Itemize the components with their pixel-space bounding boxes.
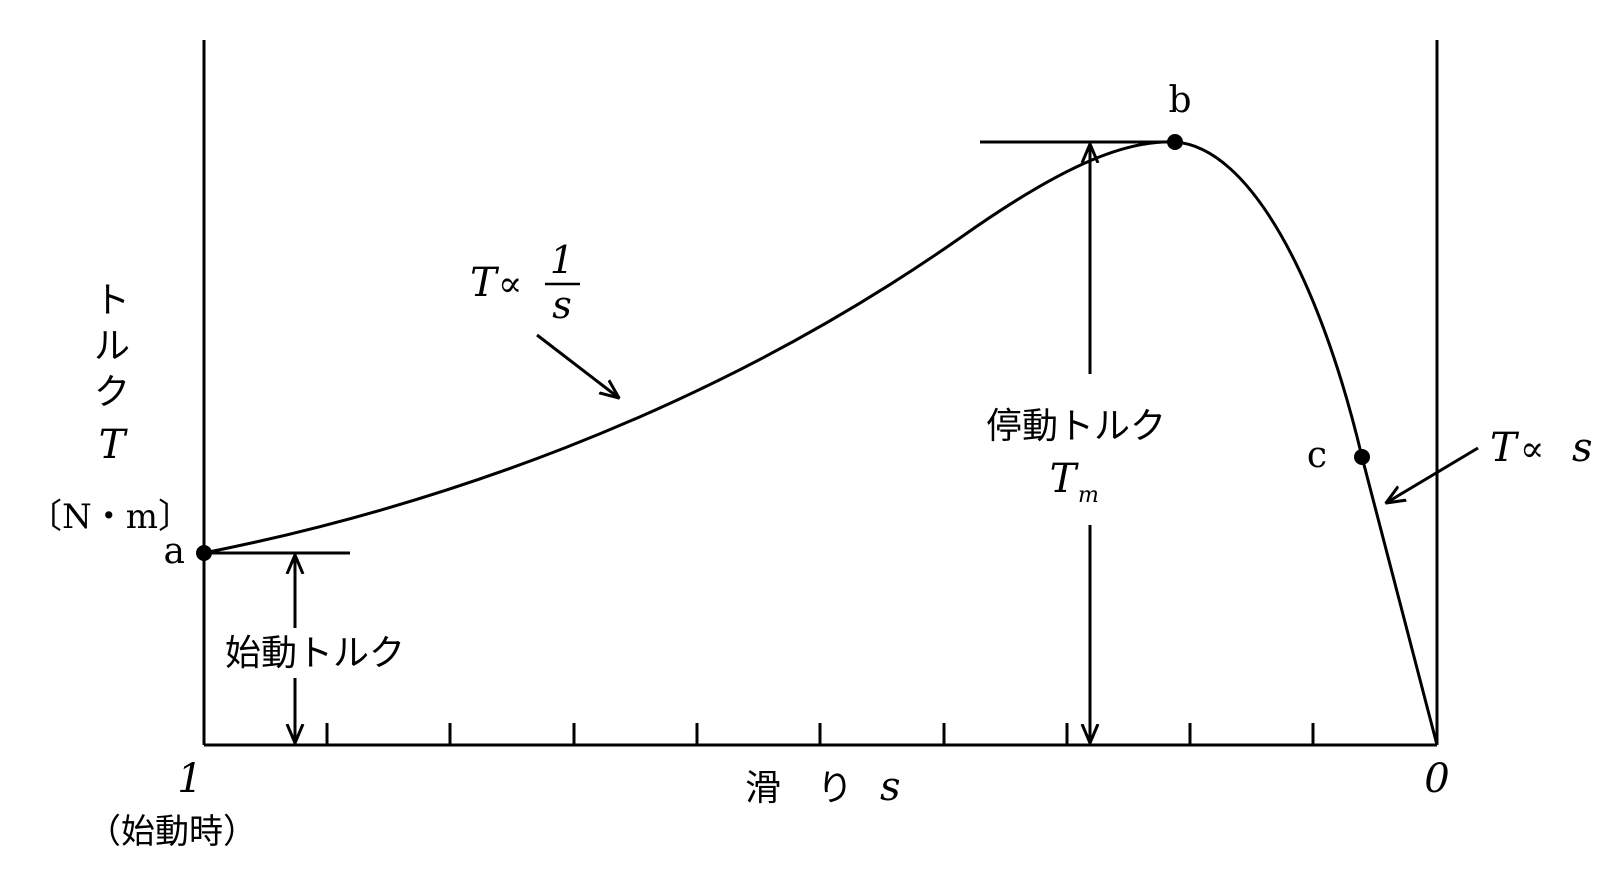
point-b-label: b xyxy=(1168,80,1191,121)
y-axis-kana-ku: ク xyxy=(94,372,130,413)
x-axis-start-value: 1 xyxy=(177,756,202,802)
inverse-relation-denominator: s xyxy=(552,283,572,327)
linear-relation-lhs: T xyxy=(1490,425,1520,471)
starting-torque-label: 始動トルク xyxy=(225,633,405,674)
linear-relation-pointer xyxy=(1386,446,1479,503)
inverse-relation-op: ∝ xyxy=(498,264,522,305)
stalling-torque-label: 停動トルク xyxy=(986,406,1166,447)
point-c-label: c xyxy=(1307,435,1327,476)
x-axis-end-value: 0 xyxy=(1424,756,1449,802)
y-axis-symbol: T xyxy=(99,422,129,468)
point-a-label: a xyxy=(164,531,185,572)
y-axis-kana-to: ト xyxy=(94,280,130,321)
point-b-marker xyxy=(1167,134,1183,150)
inverse-relation-pointer xyxy=(536,333,619,398)
inverse-relation-numerator: 1 xyxy=(550,238,574,282)
torque-slip-curve xyxy=(203,140,1439,746)
inverse-relation-lhs: T xyxy=(470,260,500,306)
stalling-torque-symbol: T xyxy=(1050,456,1080,502)
x-axis-start-note: （始動時） xyxy=(87,812,257,852)
point-c-marker xyxy=(1354,449,1370,465)
point-a-marker xyxy=(196,545,212,561)
y-axis-kana-ru: ル xyxy=(94,326,130,367)
y-axis-unit: 〔N・m〕 xyxy=(28,497,192,537)
stalling-torque-subscript: m xyxy=(1078,483,1099,508)
x-axis-symbol: s xyxy=(880,764,901,810)
slip-axis-ticks xyxy=(325,723,1315,745)
x-axis-title: 滑 り xyxy=(745,768,853,809)
linear-relation-rhs: s xyxy=(1572,425,1593,471)
linear-relation-op: ∝ xyxy=(1520,429,1544,470)
